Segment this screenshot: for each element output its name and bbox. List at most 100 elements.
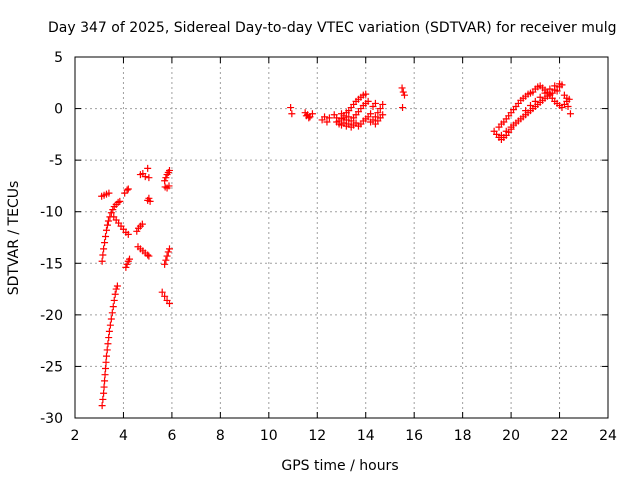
- y-tick-labels: -30 -25 -20 -15 -10 -5 0 5: [40, 50, 63, 427]
- data-point: [522, 107, 530, 115]
- y-tick-label: -15: [40, 256, 63, 272]
- data-point: [105, 327, 113, 335]
- data-point: [338, 110, 345, 118]
- data-point: [502, 127, 510, 135]
- data-point: [145, 194, 153, 202]
- y-axis-label: SDTVAR / TECUs: [6, 181, 22, 296]
- data-point: [162, 256, 170, 264]
- data-point: [102, 226, 110, 234]
- data-point: [497, 131, 505, 139]
- data-point: [164, 248, 172, 256]
- y-tick-label: -5: [49, 153, 63, 169]
- data-point: [108, 309, 116, 317]
- data-point: [104, 340, 112, 348]
- y-tick-label: -10: [40, 205, 63, 221]
- data-point: [162, 174, 170, 182]
- data-point: [101, 371, 109, 379]
- data-point: [100, 389, 108, 397]
- data-point: [101, 239, 109, 247]
- data-point: [165, 245, 173, 253]
- data-point: [323, 118, 331, 126]
- data-point: [519, 113, 527, 121]
- data-point: [287, 104, 295, 112]
- data-point: [379, 111, 387, 119]
- y-tick-label: -20: [40, 308, 63, 324]
- data-point: [379, 100, 387, 108]
- data-point: [141, 173, 149, 181]
- data-point: [99, 395, 107, 403]
- data-point: [536, 93, 544, 101]
- axis-ticks: [74, 56, 609, 419]
- data-point: [106, 321, 114, 329]
- data-point: [110, 296, 118, 304]
- data-point: [566, 110, 574, 118]
- data-point: [145, 174, 153, 182]
- x-tick-label: 24: [599, 428, 617, 444]
- x-tick-label: 4: [119, 428, 128, 444]
- data-point: [526, 101, 534, 109]
- data-point: [123, 186, 131, 194]
- data-point: [133, 227, 141, 235]
- data-point: [103, 221, 111, 229]
- x-tick-label: 22: [551, 428, 569, 444]
- data-point: [546, 85, 554, 93]
- data-point: [308, 110, 316, 118]
- data-point: [321, 113, 329, 121]
- data-point: [109, 206, 117, 214]
- data-point: [367, 110, 375, 118]
- data-point: [553, 87, 561, 95]
- data-point: [371, 99, 379, 107]
- data-point: [100, 245, 108, 253]
- x-tick-labels: 2 4 6 8 10 12 14 16 18 20 22 24: [71, 428, 617, 444]
- data-point: [362, 90, 370, 98]
- data-point: [364, 97, 372, 105]
- x-tick-label: 12: [308, 428, 326, 444]
- x-tick-label: 2: [71, 428, 80, 444]
- data-point: [531, 97, 539, 105]
- data-point: [399, 88, 407, 96]
- data-point: [541, 89, 549, 97]
- data-point: [113, 282, 121, 290]
- data-point: [114, 198, 122, 206]
- data-point: [398, 84, 406, 92]
- data-point: [112, 285, 120, 293]
- data-point: [399, 104, 407, 112]
- y-tick-label: -30: [40, 411, 63, 427]
- data-point: [345, 113, 353, 121]
- data-point: [165, 166, 173, 174]
- data-point: [146, 197, 154, 205]
- x-tick-label: 20: [502, 428, 520, 444]
- data-point: [325, 114, 333, 122]
- data-point: [371, 113, 379, 121]
- y-tick-label: -25: [40, 359, 63, 375]
- y-tick-label: 0: [54, 102, 63, 118]
- data-point: [102, 352, 110, 360]
- data-point: [111, 290, 119, 298]
- data-point: [158, 288, 166, 296]
- data-point: [107, 315, 115, 323]
- x-tick-label: 14: [357, 428, 375, 444]
- data-points: [98, 80, 574, 410]
- data-point: [122, 263, 130, 271]
- data-point: [165, 300, 173, 308]
- data-point: [163, 252, 171, 260]
- data-point: [102, 364, 110, 372]
- data-point: [551, 82, 559, 90]
- data-point: [107, 209, 115, 217]
- data-point: [98, 257, 106, 265]
- data-point: [288, 110, 296, 118]
- data-point: [109, 303, 117, 311]
- x-axis-label: GPS time / hours: [281, 458, 398, 474]
- data-point: [556, 80, 564, 88]
- data-point: [161, 177, 169, 185]
- x-tick-label: 6: [167, 428, 176, 444]
- data-point: [102, 358, 110, 366]
- data-point: [165, 182, 173, 190]
- data-point: [100, 383, 108, 391]
- data-point: [510, 121, 518, 129]
- data-point: [374, 109, 382, 117]
- data-point: [123, 260, 131, 268]
- x-tick-label: 16: [405, 428, 423, 444]
- data-point: [124, 230, 132, 238]
